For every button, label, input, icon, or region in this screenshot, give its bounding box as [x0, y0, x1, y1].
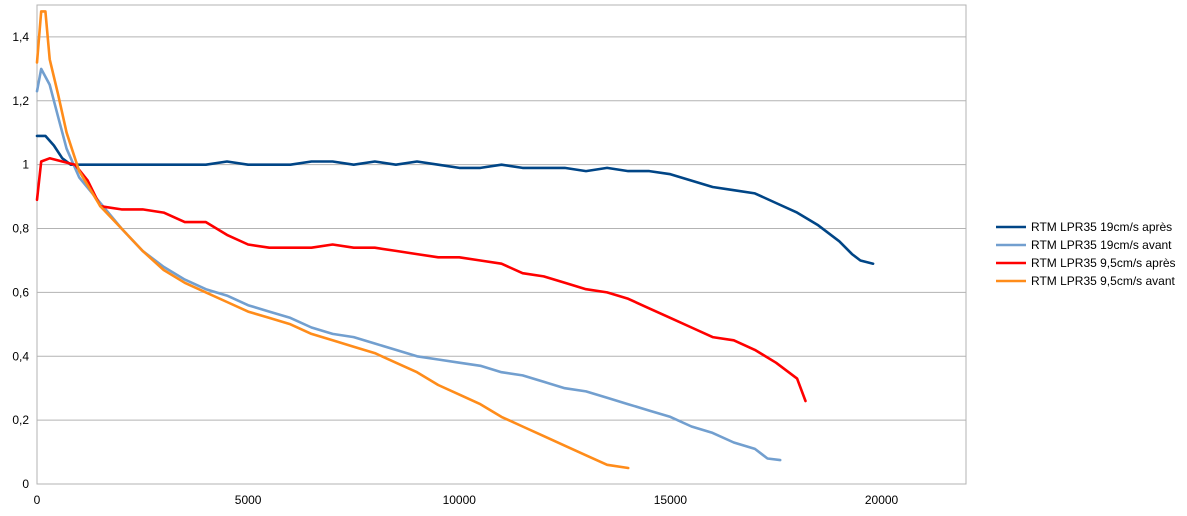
y-tick-label: 0,6 — [12, 285, 29, 299]
y-tick-label: 1,2 — [12, 94, 29, 108]
x-tick-label: 5000 — [235, 493, 262, 507]
x-tick-label: 20000 — [865, 493, 899, 507]
x-tick-label: 15000 — [654, 493, 688, 507]
series-line-2 — [35, 67, 782, 462]
plot-area-frame — [36, 4, 967, 485]
x-tick-label: 10000 — [443, 493, 477, 507]
x-axis-ticks: 0 5000 10000 15000 20000 — [34, 493, 899, 507]
x-tick-label: 0 — [34, 493, 41, 507]
legend-label: RTM LPR35 9,5cm/s après — [1031, 256, 1176, 270]
y-tick-label: 1,4 — [12, 30, 29, 44]
series-line-4 — [35, 10, 630, 470]
legend: RTM LPR35 19cm/s après RTM LPR35 19cm/s a… — [996, 220, 1176, 288]
y-tick-label: 0,8 — [12, 222, 29, 236]
y-axis-ticks: 0 0,2 0,4 0,6 0,8 1 1,2 1,4 — [12, 30, 29, 491]
legend-label: RTM LPR35 9,5cm/s avant — [1031, 274, 1176, 288]
y-tick-label: 1 — [22, 158, 29, 172]
series-line-3 — [35, 157, 807, 403]
y-tick-label: 0 — [22, 477, 29, 491]
legend-label: RTM LPR35 19cm/s avant — [1031, 238, 1172, 252]
legend-label: RTM LPR35 19cm/s après — [1031, 220, 1172, 234]
y-tick-label: 0,2 — [12, 413, 29, 427]
y-tick-label: 0,4 — [12, 349, 29, 363]
series-lines — [35, 10, 875, 470]
series-line-1 — [35, 134, 875, 266]
